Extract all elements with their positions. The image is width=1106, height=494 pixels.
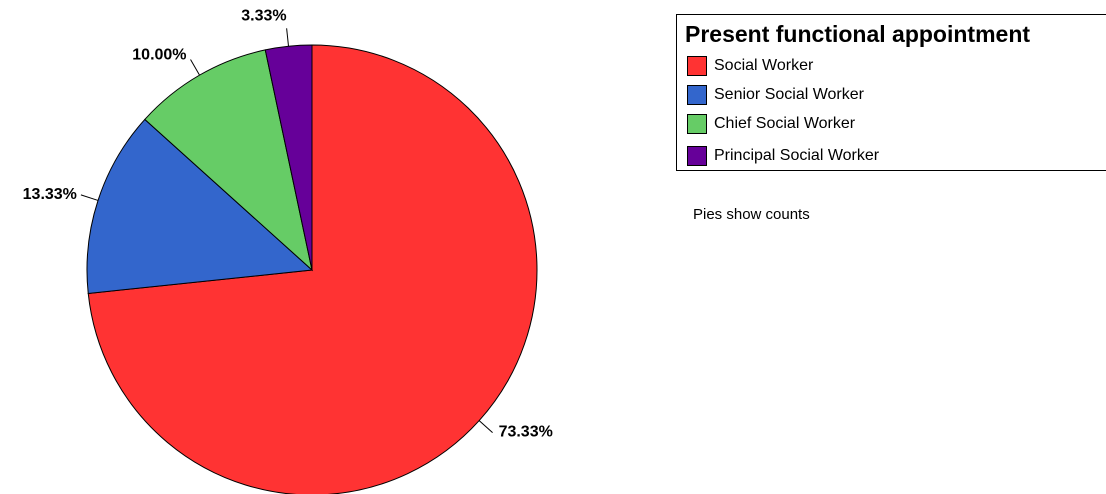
legend-swatch [687, 146, 707, 166]
leader-line [478, 420, 493, 433]
legend-item-chief-social-worker: Chief Social Worker [687, 113, 855, 135]
leader-line [80, 194, 99, 201]
legend-title: Present functional appointment [685, 21, 1031, 47]
legend-label: Senior Social Worker [714, 86, 864, 103]
legend-swatch [687, 114, 707, 134]
legend-swatch [687, 85, 707, 105]
slice-percent-label: 3.33% [241, 7, 286, 24]
leader-line [286, 28, 289, 47]
slice-percent-label: 73.33% [499, 424, 553, 441]
pie-leader-lines [80, 28, 493, 433]
legend-label: Chief Social Worker [714, 115, 856, 132]
legend-swatch [687, 56, 707, 76]
legend: Present functional appointment Social Wo… [676, 14, 1106, 171]
legend-label: Social Worker [714, 57, 814, 74]
pies-note: Pies show counts [693, 206, 810, 223]
leader-line [190, 59, 200, 76]
slice-percent-label: 13.33% [23, 186, 77, 203]
legend-item-senior-social-worker: Senior Social Worker [687, 84, 864, 106]
legend-item-principal-social-worker: Principal Social Worker [687, 145, 879, 167]
slice-percent-label: 10.00% [132, 47, 186, 64]
legend-item-social-worker: Social Worker [687, 55, 813, 77]
legend-label: Principal Social Worker [714, 147, 880, 164]
pie-slice-social-worker [87, 44, 538, 494]
pie-chart: 73.33% 13.33% 10.00% 3.33% [23, 7, 553, 494]
pie-slices [86, 44, 538, 494]
pie-labels: 73.33% 13.33% 10.00% 3.33% [23, 7, 553, 440]
pie-slice-senior-social-worker [86, 118, 314, 295]
